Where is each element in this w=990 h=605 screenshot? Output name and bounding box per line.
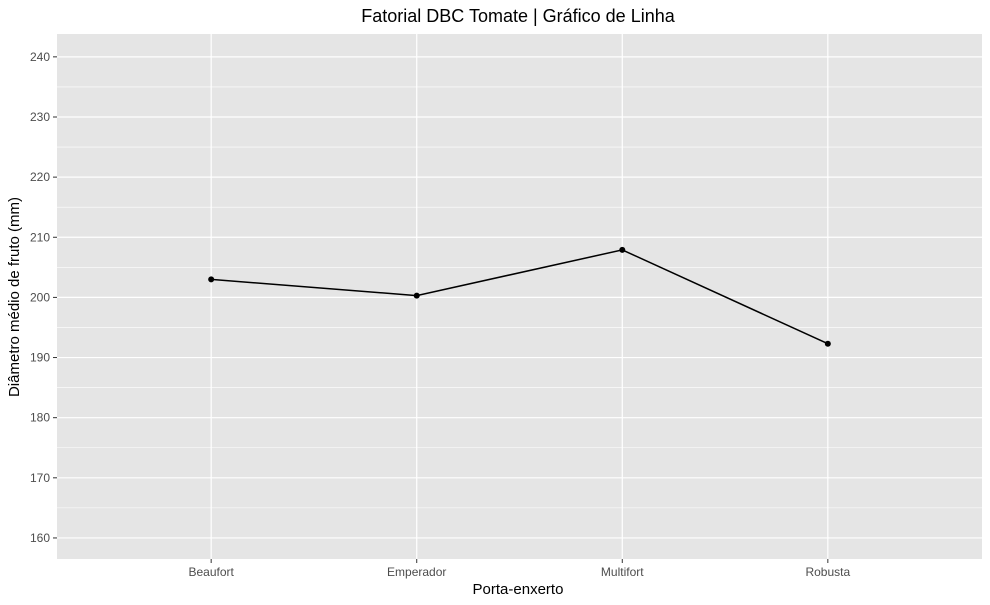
x-tick-label: Multifort — [601, 565, 644, 579]
y-tick-label: 230 — [30, 110, 50, 124]
y-axis: 160 170 180 190 200 210 220 230 240 — [30, 50, 57, 545]
data-point — [824, 340, 831, 347]
series-line — [211, 249, 829, 345]
y-tick-label: 190 — [30, 351, 50, 365]
y-tick-label: 210 — [30, 230, 50, 244]
x-axis: Beaufort Emperador Multifort Robusta — [188, 559, 851, 579]
x-tick-label: Beaufort — [188, 565, 234, 579]
major-gridlines — [57, 34, 982, 559]
y-tick-label: 180 — [30, 411, 50, 425]
chart-title: Fatorial DBC Tomate | Gráfico de Linha — [361, 6, 675, 26]
y-tick-label: 200 — [30, 290, 50, 304]
y-tick-label: 220 — [30, 170, 50, 184]
data-point — [208, 276, 215, 283]
y-axis-title: Diâmetro médio de fruto (mm) — [6, 197, 23, 397]
data-point — [619, 246, 626, 253]
x-axis-title: Porta-enxerto — [473, 581, 564, 598]
y-tick-label: 170 — [30, 471, 50, 485]
x-tick-label: Robusta — [805, 565, 850, 579]
y-tick-label: 240 — [30, 50, 50, 64]
plot-panel — [57, 34, 982, 559]
data-points — [208, 246, 831, 347]
x-tick-label: Emperador — [387, 565, 446, 579]
y-tick-label: 160 — [30, 531, 50, 545]
data-point — [413, 292, 420, 299]
